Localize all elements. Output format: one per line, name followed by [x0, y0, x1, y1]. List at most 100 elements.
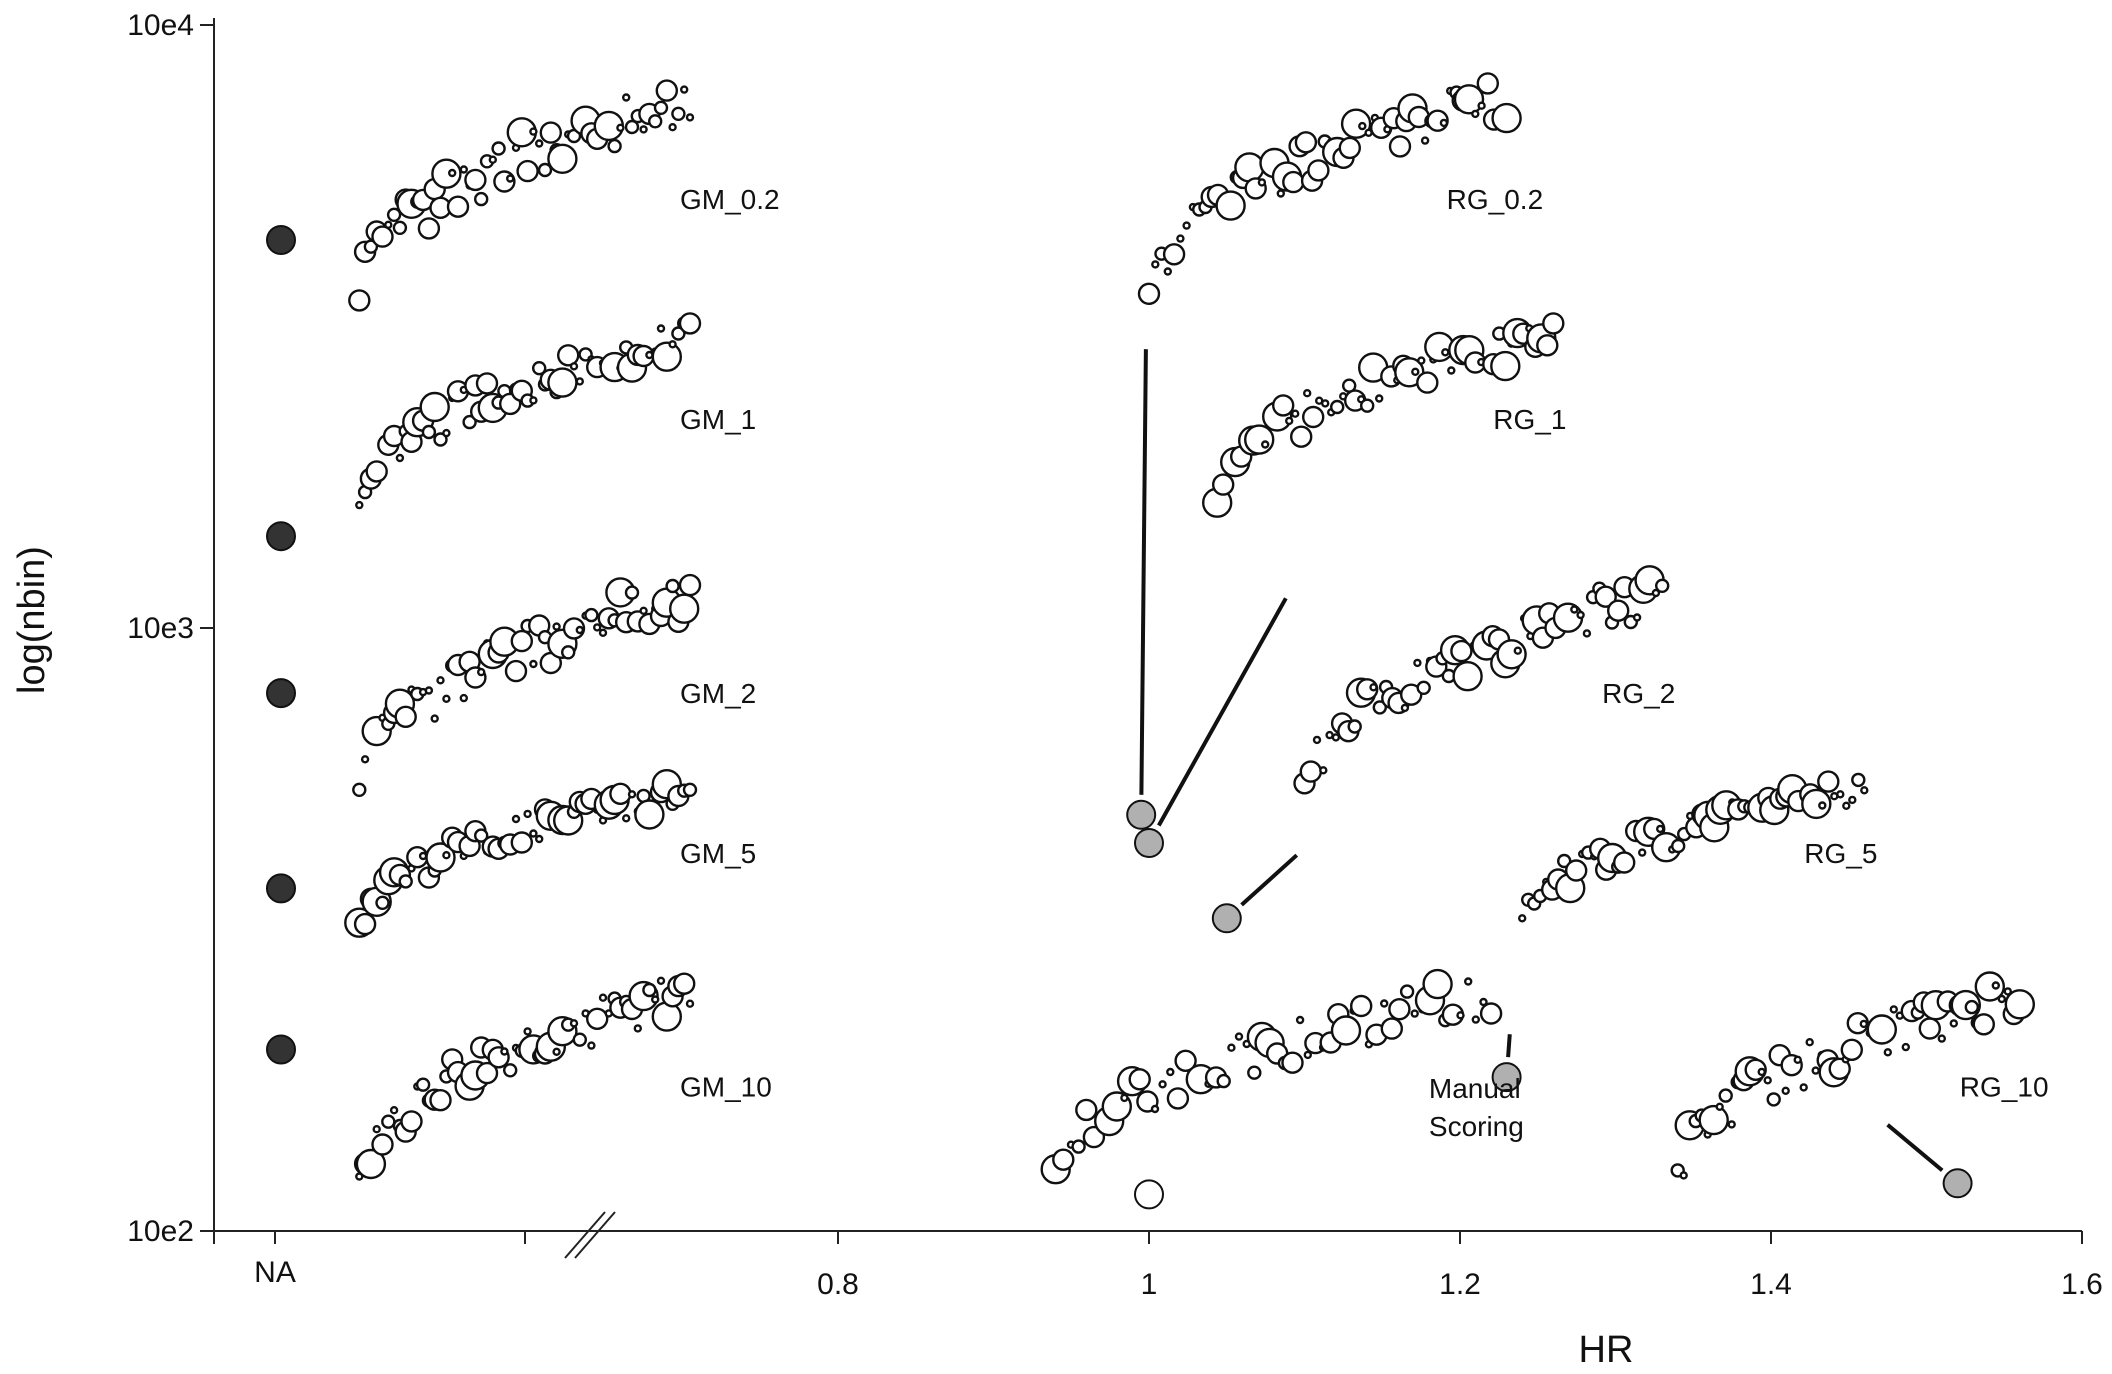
data-bubble — [1766, 1092, 1781, 1107]
group-label: GM_2 — [680, 678, 756, 709]
data-bubble — [1176, 234, 1185, 243]
data-bubble — [598, 993, 608, 1002]
group-label: RG_10 — [1960, 1072, 2049, 1103]
data-bubble — [510, 831, 533, 854]
connector-line — [1157, 597, 1288, 827]
data-bubble — [1388, 998, 1411, 1021]
group-label: RG_1 — [1493, 404, 1566, 435]
na-point — [266, 873, 296, 904]
data-bubble — [537, 162, 553, 178]
data-bubble — [529, 396, 538, 405]
data-bubble — [1372, 700, 1388, 715]
data-bubble — [575, 377, 584, 386]
data-bubble — [1325, 730, 1334, 740]
data-bubble — [1215, 190, 1246, 221]
data-bubble — [1513, 646, 1523, 655]
data-bubble — [1836, 790, 1845, 799]
data-bubble — [1842, 801, 1851, 810]
data-bubble — [1698, 1104, 1729, 1136]
data-bubble — [1075, 1098, 1098, 1122]
data-bubble — [398, 874, 413, 889]
data-bubble — [532, 361, 547, 376]
data-bubble — [488, 155, 497, 164]
data-bubble — [1606, 599, 1630, 622]
data-bubble — [1441, 348, 1450, 357]
data-bubble — [1476, 72, 1500, 95]
data-bubble — [639, 125, 648, 134]
data-bubble — [1439, 118, 1449, 128]
data-bubble — [1974, 971, 2006, 1002]
data-bubble — [685, 113, 695, 122]
axis-break-mark — [564, 1211, 616, 1259]
data-bubble — [1949, 1019, 1959, 1028]
data-bubble — [506, 174, 515, 183]
data-bubble — [1284, 416, 1294, 426]
data-bubble — [1150, 1104, 1160, 1114]
reference-point — [1126, 799, 1157, 830]
data-bubble — [1312, 735, 1322, 745]
data-bubble — [639, 606, 648, 615]
data-bubble — [1271, 394, 1295, 417]
data-bubble — [651, 995, 660, 1004]
data-bubble — [561, 645, 576, 660]
data-bubble — [1416, 371, 1439, 394]
data-bubble — [523, 1027, 532, 1036]
data-bubble — [584, 607, 599, 623]
y-tick-label: 10e3 — [127, 612, 194, 645]
data-bubble — [1517, 914, 1527, 923]
data-bubble — [1290, 409, 1300, 418]
data-bubble — [395, 453, 405, 463]
group-label: GM_0.2 — [680, 184, 780, 215]
data-bubble — [1182, 221, 1191, 230]
group-label: GM_5 — [680, 838, 756, 869]
data-bubble — [1793, 1055, 1802, 1065]
data-bubble — [539, 121, 562, 144]
data-bubble — [1564, 859, 1588, 882]
group-label: RG_2 — [1602, 678, 1675, 709]
data-bubble — [421, 424, 437, 440]
data-bubble — [680, 85, 689, 94]
data-bubble — [1670, 838, 1686, 854]
data-bubble — [523, 809, 532, 819]
data-bubble — [1379, 999, 1389, 1008]
data-bubble — [1851, 772, 1866, 788]
data-bubble — [371, 225, 394, 248]
data-bubble — [1227, 1043, 1236, 1052]
data-bubble — [1071, 1139, 1086, 1154]
data-bubble — [1162, 243, 1186, 266]
data-bubble — [1801, 788, 1832, 820]
data-bubble — [365, 460, 388, 483]
data-bubble — [1163, 267, 1173, 276]
data-bubble — [1331, 733, 1341, 742]
data-bubble — [616, 123, 625, 133]
data-bubble — [1655, 824, 1665, 834]
data-bubble — [1799, 1083, 1808, 1092]
data-bubble — [678, 312, 702, 335]
data-bubble — [474, 828, 489, 843]
data-bubble — [1359, 398, 1375, 413]
data-bubble — [1612, 851, 1636, 874]
data-bubble — [389, 1105, 399, 1115]
data-bubble — [1281, 1051, 1304, 1074]
data-bubble — [552, 1047, 561, 1057]
data-bubble — [668, 340, 677, 349]
data-bubble — [622, 93, 631, 102]
data-bubble — [669, 593, 700, 624]
data-bubble — [665, 578, 680, 594]
data-bubble — [634, 799, 665, 830]
data-bubble — [1399, 984, 1415, 999]
x-tick-label-na: NA — [254, 1256, 296, 1289]
data-bubble — [477, 667, 486, 677]
group-labels: GM_0.2 GM_1 GM_2 GM_5 GM_10 RG_0.2 RG_1 RG_2 RG_… — [680, 184, 2049, 1142]
data-bubble — [1727, 1120, 1736, 1129]
group-label: RG_0.2 — [1447, 184, 1544, 215]
data-bubble — [678, 573, 702, 597]
na-point — [266, 225, 296, 255]
data-bubble — [653, 100, 669, 116]
highlight-points — [266, 225, 1973, 1210]
data-bubble — [1991, 981, 2001, 990]
data-bubble — [1166, 1087, 1190, 1110]
data-bubble — [1651, 588, 1661, 598]
data-bubble — [459, 165, 468, 174]
data-bubble — [371, 1133, 394, 1156]
